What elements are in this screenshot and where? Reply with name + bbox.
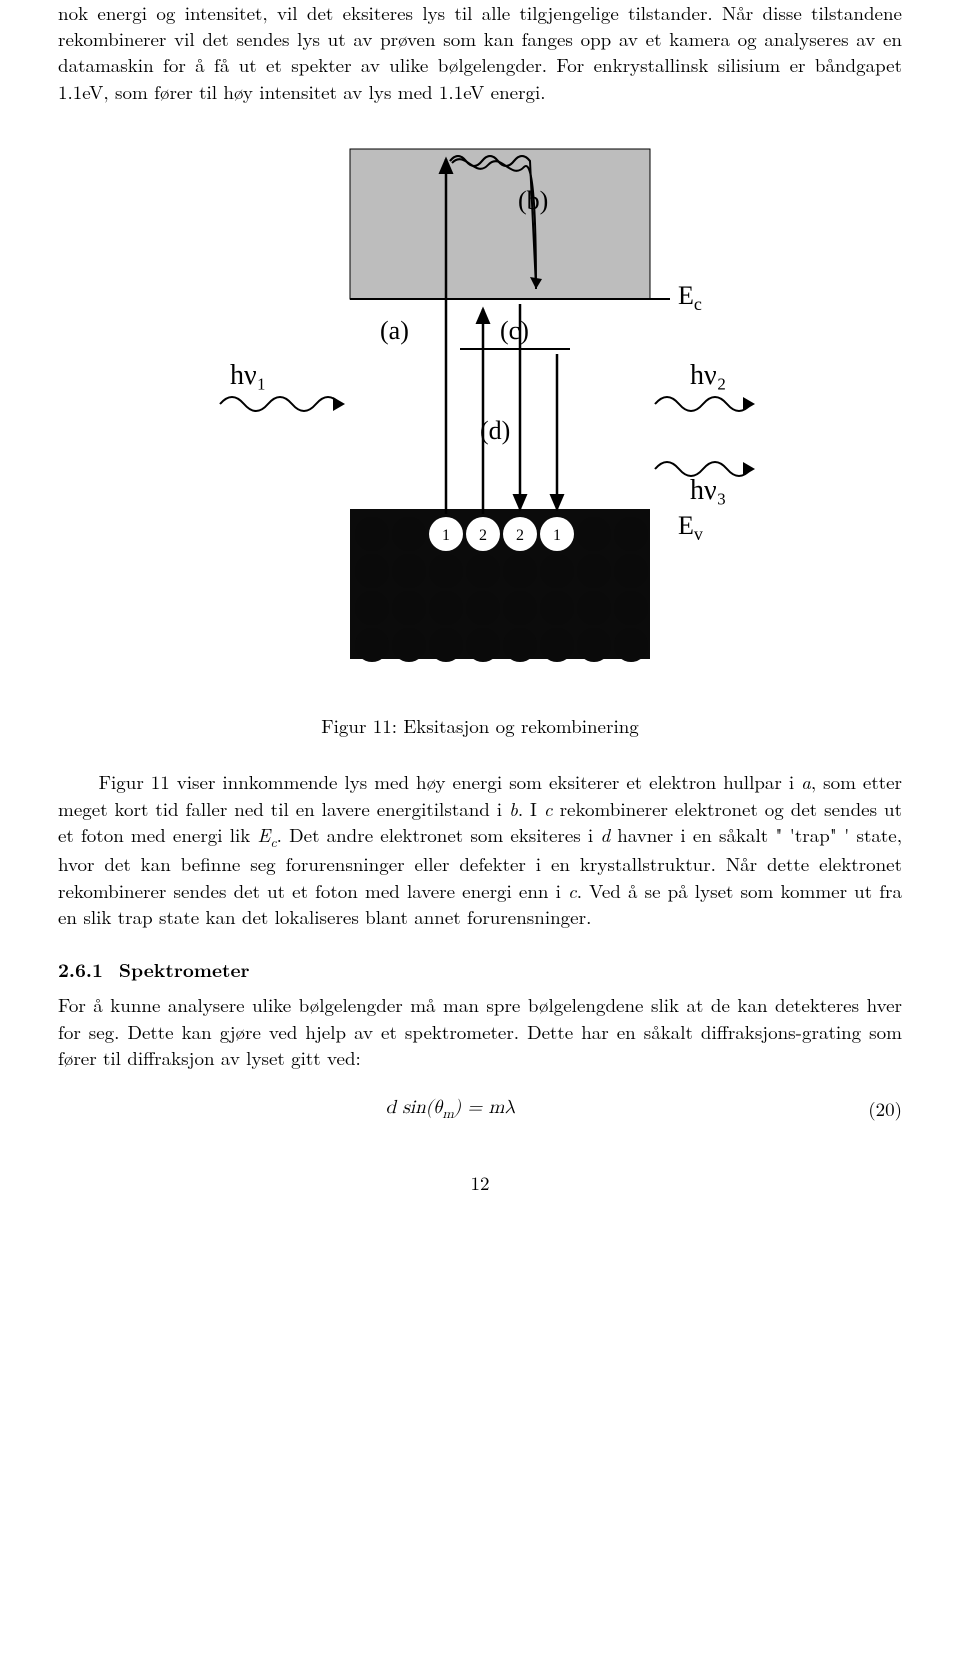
num-1b: 1 bbox=[553, 527, 561, 544]
page-number: 12 bbox=[58, 1170, 902, 1196]
num-2b: 2 bbox=[516, 527, 524, 544]
section-number: 2.6.1 bbox=[58, 955, 103, 983]
equation-20: d sin(θm) = mλ (20) bbox=[58, 1095, 902, 1124]
label-hv1: hν₁ bbox=[230, 360, 266, 391]
paragraph-1: nok energi og intensitet, vil det eksite… bbox=[58, 0, 902, 105]
label-c: (c) bbox=[500, 316, 529, 345]
paragraph-2: Figur 11 viser innkommende lys med høy e… bbox=[58, 769, 902, 930]
label-Ev: Ev bbox=[678, 511, 703, 544]
equation-expression: d sin(θm) = mλ bbox=[58, 1095, 842, 1124]
figure-11: 1 2 2 1 bbox=[58, 139, 902, 685]
section-title: Spektrometer bbox=[119, 955, 250, 983]
equation-number: (20) bbox=[842, 1096, 902, 1122]
label-hv2: hν₂ bbox=[690, 360, 726, 391]
label-Ec: Ec bbox=[678, 281, 702, 314]
figure-diagram: 1 2 2 1 bbox=[200, 139, 760, 679]
num-2a: 2 bbox=[479, 527, 487, 544]
paragraph-3: For å kunne analysere ulike bølgelengder… bbox=[58, 992, 902, 1071]
label-b: (b) bbox=[518, 186, 548, 215]
label-d: (d) bbox=[480, 416, 510, 445]
label-a: (a) bbox=[380, 316, 409, 345]
section-heading: 2.6.1 Spektrometer bbox=[58, 956, 902, 982]
num-1a: 1 bbox=[442, 527, 450, 544]
label-hv3: hν₃ bbox=[690, 475, 726, 506]
figure-caption: Figur 11: Eksitasjon og rekombinering bbox=[58, 713, 902, 739]
